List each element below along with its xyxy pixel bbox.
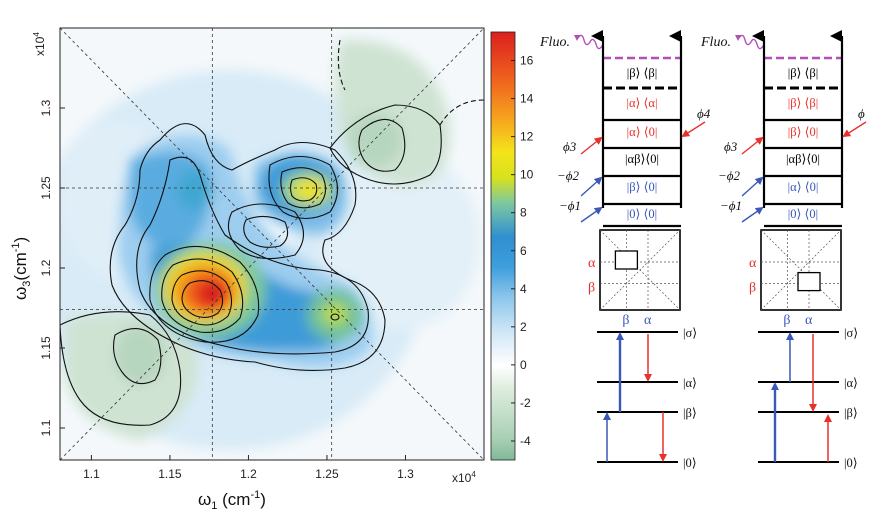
pulse-arrow — [741, 176, 764, 197]
y-tick-label: 1.25 — [39, 176, 53, 200]
mini-map-antidiagonal — [599, 229, 681, 311]
x-tick-label: 1.15 — [158, 467, 182, 481]
x-axis: 1.1 1.15 1.2 1.25 1.3 — [83, 455, 414, 481]
ladder-state-label: |0⟩ ⟨0| — [627, 207, 657, 221]
negative-regions — [65, 39, 451, 440]
fluo-label: Fluo. — [700, 35, 731, 50]
fluorescence-arrowhead — [735, 35, 741, 41]
ladder-state-label: |αβ⟩⟨0| — [625, 152, 659, 166]
x-tick-label: 1.3 — [397, 467, 414, 481]
x-multiplier-label: x104 — [452, 470, 476, 485]
pulse-arrow — [681, 121, 706, 138]
mini-map-peak — [614, 250, 639, 270]
colorbar-tick-label: 0 — [520, 358, 527, 372]
energy-level-label: |0⟩ — [683, 456, 697, 470]
ladder-diagram-2: Fluo. |β⟩ ⟨β| |β⟩ ⟨β| |β⟩ ⟨0| |αβ⟩⟨0| |α⟩ ⟨0|… — [700, 30, 867, 470]
plot-frame — [59, 27, 485, 461]
phase-label: ϕ3 — [563, 139, 577, 154]
fluorescence-wave — [577, 34, 603, 50]
colorbar: -4 -2 0 2 4 6 8 10 12 14 16 — [490, 31, 534, 461]
colorbar-tick-label: 12 — [520, 130, 534, 144]
mini-map-antidiagonal — [760, 229, 842, 311]
colorbar-tick-label: 8 — [520, 206, 527, 220]
colorbar-gradient — [490, 31, 516, 461]
phase-label: ϕ4 — [697, 106, 711, 121]
colorbar-tick-label: -2 — [520, 396, 531, 410]
mini-map-peak — [797, 271, 821, 292]
energy-level-label: |σ⟩ — [683, 326, 697, 340]
heatmap-panel: 1.1 1.15 1.2 1.25 1.3 1.1 1.15 1.2 1.25 1.3 x104… — [10, 27, 485, 512]
map-label-beta-x: β — [622, 313, 629, 328]
y-axis: 1.1 1.15 1.2 1.25 1.3 — [39, 99, 65, 436]
energy-level-label: |α⟩ — [683, 376, 697, 390]
pulse-arrow — [842, 121, 867, 138]
energy-level-label: |β⟩ — [844, 406, 858, 420]
reference-lines — [60, 28, 484, 460]
phase-label: −ϕ2 — [718, 168, 741, 183]
x-tick-label: 1.25 — [315, 467, 339, 481]
ladder-state-label: |β⟩ ⟨0| — [627, 180, 658, 194]
fluorescence-wave — [738, 34, 764, 50]
map-label-beta-y: β — [588, 281, 595, 296]
map-label-alpha-x: α — [644, 313, 652, 328]
x-tick-label: 1.2 — [240, 467, 257, 481]
y-tick-label: 1.15 — [39, 336, 53, 360]
phase-label: −ϕ1 — [720, 198, 742, 213]
pulse-arrow — [580, 176, 603, 197]
y-axis-label: ω3(cm-1) — [10, 237, 33, 300]
phase-label: ϕ3 — [724, 139, 738, 154]
fluorescence-arrowhead — [574, 35, 580, 41]
x-tick-label: 1.1 — [83, 467, 100, 481]
colorbar-tick-label: 2 — [520, 320, 527, 334]
colorbar-tick-label: 4 — [520, 282, 527, 296]
pulse-arrow — [741, 206, 764, 223]
energy-level-label: |α⟩ — [844, 376, 858, 390]
pulse-arrow — [580, 206, 603, 223]
map-label-beta-x: β — [783, 313, 790, 328]
energy-level-label: |0⟩ — [844, 456, 858, 470]
energy-diagrams: Fluo. |β⟩ ⟨β| |α⟩ ⟨α| |α⟩ ⟨0| |αβ⟩⟨0| |β⟩ ⟨0|… — [539, 30, 867, 470]
antidiagonal-line — [60, 28, 484, 460]
colorbar-ticks: -4 -2 0 2 4 6 8 10 12 14 16 — [511, 54, 534, 448]
map-label-alpha-x: α — [805, 313, 813, 328]
y-tick-label: 1.1 — [39, 419, 53, 436]
colorbar-tick-label: -4 — [520, 434, 531, 448]
energy-level-label: |σ⟩ — [844, 326, 858, 340]
mini-2d-map — [760, 229, 842, 311]
map-label-alpha-y: α — [588, 256, 596, 271]
map-label-beta-y: β — [749, 281, 756, 296]
ladder-state-label: |α⟩ ⟨0| — [788, 180, 819, 194]
ladder-state-label: |α⟩ ⟨0| — [627, 125, 658, 139]
colorbar-tick-label: 16 — [520, 54, 534, 68]
pulse-arrow — [580, 136, 603, 155]
phase-label: −ϕ1 — [559, 198, 581, 213]
y-tick-label: 1.2 — [39, 259, 53, 276]
ladder-state-label: |αβ⟩⟨0| — [786, 152, 820, 166]
y-tick-label: 1.3 — [39, 99, 53, 116]
colorbar-tick-label: 6 — [520, 244, 527, 258]
colorbar-tick-label: 14 — [520, 92, 534, 106]
y-multiplier-label: x104 — [32, 32, 47, 56]
ladder-state-label: |β⟩ ⟨β| — [627, 66, 658, 80]
x-axis-label: ω1 (cm-1) — [198, 489, 266, 512]
heatmap-field — [60, 28, 484, 460]
ladder-state-label: |β⟩ ⟨β| — [788, 66, 819, 80]
ladder-state-label: |α⟩ ⟨α| — [627, 96, 658, 110]
ladder-state-label: |β⟩ ⟨0| — [788, 125, 819, 139]
colorbar-tick-label: 10 — [520, 168, 534, 182]
fluo-label: Fluo. — [539, 35, 570, 50]
phase-label: −ϕ2 — [557, 168, 580, 183]
ladder-state-label: |β⟩ ⟨β| — [788, 96, 819, 110]
contour-lines — [60, 39, 484, 426]
map-label-alpha-y: α — [749, 256, 757, 271]
phase-label: ϕ — [858, 106, 865, 121]
energy-level-label: |β⟩ — [683, 406, 697, 420]
ladder-state-label: |0⟩ ⟨0| — [788, 207, 818, 221]
ladder-diagram-1: Fluo. |β⟩ ⟨β| |α⟩ ⟨α| |α⟩ ⟨0| |αβ⟩⟨0| |β⟩ ⟨0|… — [539, 30, 711, 470]
pulse-arrow — [741, 136, 764, 155]
